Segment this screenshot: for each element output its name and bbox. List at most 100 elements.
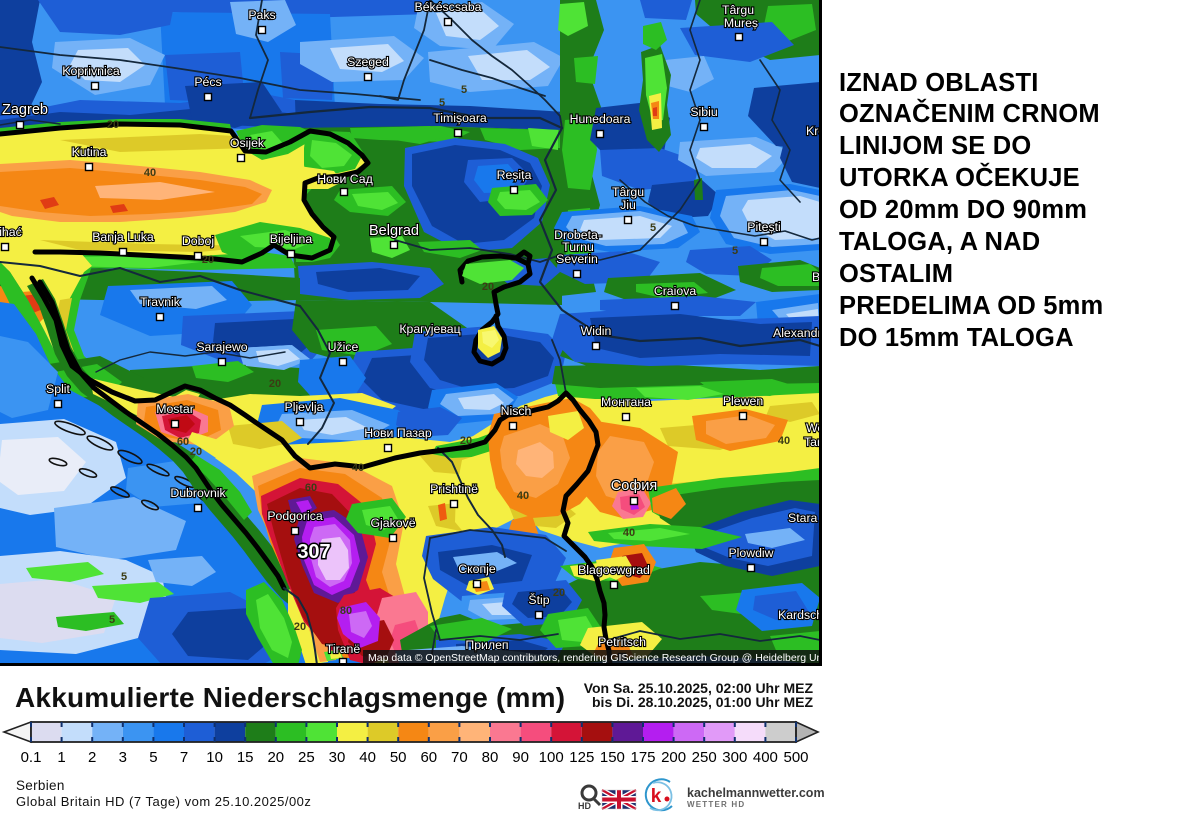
svg-text:20: 20	[269, 378, 281, 390]
svg-text:40: 40	[623, 527, 635, 539]
svg-text:20: 20	[107, 119, 119, 131]
svg-text:Osijek: Osijek	[230, 136, 265, 150]
svg-text:Mureș: Mureș	[724, 16, 758, 30]
svg-text:40: 40	[352, 462, 364, 474]
svg-text:40: 40	[359, 749, 376, 766]
svg-text:307: 307	[297, 541, 330, 563]
svg-text:Târgu: Târgu	[612, 185, 644, 199]
svg-text:10: 10	[206, 749, 223, 766]
svg-text:2: 2	[88, 749, 96, 766]
svg-text:Split: Split	[46, 382, 71, 396]
svg-text:Blagoewgrad: Blagoewgrad	[578, 563, 650, 577]
svg-text:80: 80	[340, 605, 352, 617]
svg-text:5: 5	[149, 749, 157, 766]
svg-text:Прилеп: Прилеп	[465, 638, 508, 652]
svg-text:500: 500	[783, 749, 808, 766]
svg-text:Bukarest: Bukarest	[812, 270, 822, 284]
svg-text:WETTER HD: WETTER HD	[687, 800, 745, 809]
svg-text:Jiu: Jiu	[620, 198, 636, 212]
svg-text:5: 5	[121, 571, 127, 583]
svg-text:Kutina: Kutina	[72, 145, 107, 159]
svg-text:20: 20	[202, 254, 214, 266]
svg-text:400: 400	[753, 749, 778, 766]
svg-text:Reșița: Reșița	[497, 168, 532, 182]
svg-text:150: 150	[600, 749, 625, 766]
svg-text:25: 25	[298, 749, 315, 766]
svg-text:300: 300	[722, 749, 747, 766]
svg-text:Bihać: Bihać	[0, 225, 22, 239]
svg-text:Stara Z: Stara Z	[788, 511, 822, 525]
svg-text:60: 60	[305, 482, 317, 494]
svg-text:Podgorica: Podgorica	[267, 509, 323, 523]
svg-text:Tiranë: Tiranë	[326, 642, 361, 656]
svg-text:Turnu: Turnu	[562, 240, 594, 254]
svg-text:Štip: Štip	[528, 592, 549, 607]
svg-text:Petritsch: Petritsch	[598, 635, 646, 649]
svg-text:60: 60	[177, 436, 189, 448]
svg-text:80: 80	[482, 749, 499, 766]
svg-text:Plewen: Plewen	[723, 394, 763, 408]
svg-text:София: София	[611, 478, 657, 494]
svg-text:15: 15	[237, 749, 254, 766]
svg-text:k: k	[651, 786, 662, 807]
svg-text:HD: HD	[578, 801, 591, 811]
svg-text:Weliko: Weliko	[806, 421, 822, 435]
svg-text:Užice: Užice	[328, 340, 359, 354]
svg-text:Békéscsaba: Békéscsaba	[415, 0, 482, 14]
svg-text:20: 20	[190, 446, 202, 458]
svg-text:20: 20	[482, 281, 494, 293]
svg-text:30: 30	[329, 749, 346, 766]
svg-text:Монтана: Монтана	[601, 395, 651, 409]
svg-text:Koprivnica: Koprivnica	[62, 64, 120, 78]
svg-text:50: 50	[390, 749, 407, 766]
svg-text:Крагујевац: Крагујевац	[399, 322, 460, 336]
svg-text:Hunedoara: Hunedoara	[570, 112, 631, 126]
svg-text:200: 200	[661, 749, 686, 766]
svg-text:Mostar: Mostar	[156, 402, 194, 416]
svg-text:Severin: Severin	[556, 252, 598, 266]
svg-text:Sibiu: Sibiu	[690, 105, 718, 119]
svg-text:Bijeljina: Bijeljina	[270, 232, 313, 246]
svg-text:60: 60	[420, 749, 437, 766]
svg-text:Krc: Krc	[806, 124, 822, 138]
svg-text:Banja Luka: Banja Luka	[92, 230, 154, 244]
svg-text:Pitești: Pitești	[747, 220, 781, 234]
svg-text:40: 40	[517, 490, 529, 502]
svg-text:Widin: Widin	[581, 324, 612, 338]
svg-text:3: 3	[119, 749, 127, 766]
svg-text:Sarajewo: Sarajewo	[196, 340, 247, 354]
svg-text:Нови Пазар: Нови Пазар	[364, 426, 432, 440]
svg-text:Нови Сад: Нови Сад	[317, 172, 373, 186]
svg-text:kachelmannwetter.com: kachelmannwetter.com	[687, 786, 825, 800]
svg-text:0.1: 0.1	[21, 749, 42, 766]
svg-text:Zagreb: Zagreb	[2, 102, 48, 118]
svg-text:70: 70	[451, 749, 468, 766]
svg-text:5: 5	[109, 614, 115, 626]
svg-text:Map data © OpenStreetMap contr: Map data © OpenStreetMap contributors, r…	[368, 652, 822, 664]
svg-text:Alexandria: Alexandria	[773, 326, 822, 340]
svg-text:Pécs: Pécs	[194, 75, 221, 89]
svg-text:Plowdiw: Plowdiw	[728, 546, 773, 560]
svg-text:1: 1	[57, 749, 65, 766]
svg-text:7: 7	[180, 749, 188, 766]
svg-text:20: 20	[553, 587, 565, 599]
svg-text:175: 175	[630, 749, 655, 766]
svg-text:20: 20	[267, 749, 284, 766]
svg-text:Pljevlja: Pljevlja	[285, 400, 324, 414]
svg-text:100: 100	[539, 749, 564, 766]
svg-text:Nisch: Nisch	[501, 404, 532, 418]
svg-text:Paks: Paks	[248, 8, 275, 22]
svg-text:40: 40	[144, 167, 156, 179]
svg-text:125: 125	[569, 749, 594, 766]
svg-text:5: 5	[439, 97, 445, 109]
svg-text:5: 5	[461, 84, 467, 96]
svg-text:40: 40	[778, 435, 790, 447]
svg-text:Doboj: Doboj	[182, 234, 214, 248]
svg-text:90: 90	[512, 749, 529, 766]
svg-text:Drobeta-: Drobeta-	[554, 228, 602, 242]
svg-text:Craiova: Craiova	[654, 284, 697, 298]
svg-text:5: 5	[732, 245, 738, 257]
svg-text:Szeged: Szeged	[347, 55, 389, 69]
svg-text:Tarnowo: Tarnowo	[804, 435, 822, 449]
svg-text:Târgu: Târgu	[722, 3, 754, 17]
